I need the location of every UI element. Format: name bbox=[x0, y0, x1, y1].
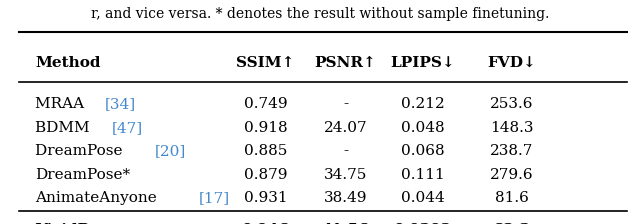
Text: 0.212: 0.212 bbox=[401, 97, 444, 111]
Text: 0.879: 0.879 bbox=[244, 168, 287, 182]
Text: SSIM↑: SSIM↑ bbox=[236, 56, 295, 70]
Text: VividPose: VividPose bbox=[35, 223, 118, 224]
Text: 0.918: 0.918 bbox=[244, 121, 287, 135]
Text: MRAA: MRAA bbox=[35, 97, 89, 111]
Text: 41.56: 41.56 bbox=[322, 223, 369, 224]
Text: 0.946: 0.946 bbox=[242, 223, 289, 224]
Text: 0.885: 0.885 bbox=[244, 144, 287, 158]
Text: BDMM: BDMM bbox=[35, 121, 95, 135]
Text: 81.6: 81.6 bbox=[495, 191, 529, 205]
Text: [20]: [20] bbox=[154, 144, 186, 158]
Text: -: - bbox=[343, 144, 348, 158]
Text: 38.49: 38.49 bbox=[324, 191, 367, 205]
Text: LPIPS↓: LPIPS↓ bbox=[390, 56, 454, 70]
Text: [17]: [17] bbox=[198, 191, 230, 205]
Text: 279.6: 279.6 bbox=[490, 168, 534, 182]
Text: 62.3: 62.3 bbox=[493, 223, 531, 224]
Text: 238.7: 238.7 bbox=[490, 144, 534, 158]
Text: 24.07: 24.07 bbox=[324, 121, 367, 135]
Text: r, and vice versa. * denotes the result without sample finetuning.: r, and vice versa. * denotes the result … bbox=[91, 7, 549, 21]
Text: 0.048: 0.048 bbox=[401, 121, 444, 135]
Text: 0.044: 0.044 bbox=[401, 191, 444, 205]
Text: DreamPose: DreamPose bbox=[35, 144, 127, 158]
Text: 0.931: 0.931 bbox=[244, 191, 287, 205]
Text: AnimateAnyone: AnimateAnyone bbox=[35, 191, 162, 205]
Text: 148.3: 148.3 bbox=[490, 121, 534, 135]
Text: [34]: [34] bbox=[105, 97, 136, 111]
Text: 253.6: 253.6 bbox=[490, 97, 534, 111]
Text: FVD↓: FVD↓ bbox=[488, 56, 536, 70]
Text: PSNR↑: PSNR↑ bbox=[315, 56, 376, 70]
Text: [47]: [47] bbox=[112, 121, 143, 135]
Text: 0.068: 0.068 bbox=[401, 144, 444, 158]
Text: Method: Method bbox=[35, 56, 100, 70]
Text: -: - bbox=[343, 97, 348, 111]
Text: DreamPose*: DreamPose* bbox=[35, 168, 131, 182]
Text: 0.0392: 0.0392 bbox=[393, 223, 452, 224]
Text: 0.749: 0.749 bbox=[244, 97, 287, 111]
Text: 34.75: 34.75 bbox=[324, 168, 367, 182]
Text: 0.111: 0.111 bbox=[401, 168, 444, 182]
